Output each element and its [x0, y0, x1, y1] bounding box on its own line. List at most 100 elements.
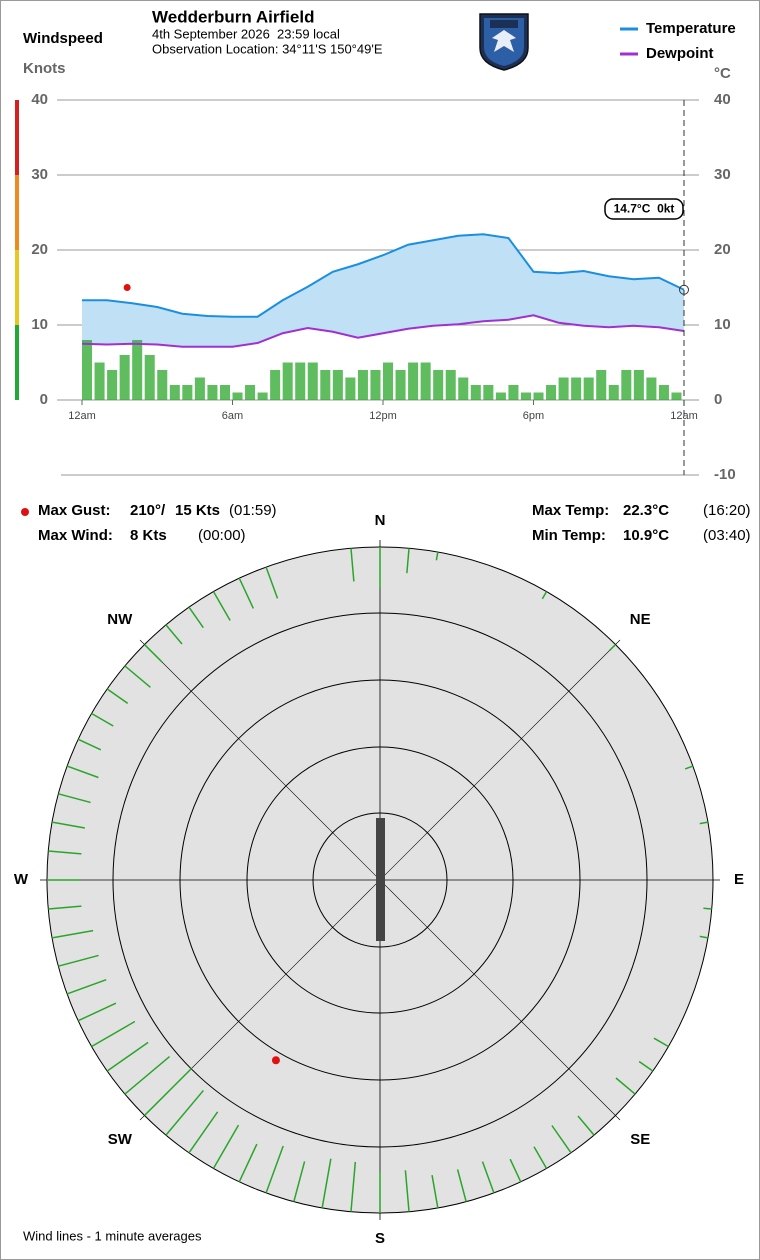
- y2-tick-label: 10: [714, 316, 731, 333]
- wind-line: [106, 1041, 149, 1072]
- wind-bar: [332, 370, 343, 400]
- wind-line: [577, 1115, 595, 1136]
- wind-bar: [295, 362, 306, 400]
- wind-line: [58, 793, 91, 804]
- wind-line: [48, 905, 82, 910]
- wind-line: [609, 644, 616, 651]
- logo: [479, 13, 529, 71]
- wind-bar: [132, 340, 143, 400]
- wind-line: [51, 929, 94, 939]
- compass-label: W: [14, 871, 29, 888]
- wind-line: [265, 1145, 284, 1194]
- wind-line: [703, 907, 712, 910]
- wind-line: [66, 978, 107, 995]
- compass-label: NE: [630, 611, 651, 628]
- wind-bar: [408, 362, 419, 400]
- wind-bar: [370, 370, 381, 400]
- wind-bar: [107, 370, 118, 400]
- wind-bar: [345, 377, 356, 400]
- wind-bar: [583, 377, 594, 400]
- stat-value: 8 Kts: [130, 527, 167, 544]
- compass-label: S: [375, 1230, 385, 1247]
- wind-line: [188, 1111, 219, 1154]
- wind-line: [48, 850, 82, 855]
- wind-line: [238, 1143, 258, 1183]
- wind-bar: [232, 392, 243, 400]
- wind-bar: [383, 362, 394, 400]
- stat-value: 22.3°C: [623, 502, 669, 519]
- wind-bar: [533, 392, 544, 400]
- stats: Max Gust: 210°/ 15 Kts (01:59) Max Wind:…: [21, 502, 751, 544]
- wind-line: [91, 1020, 136, 1048]
- wind-bar: [282, 362, 293, 400]
- y-tick-label: 40: [31, 91, 48, 108]
- wind-line: [66, 765, 99, 779]
- stat-time: (16:20): [703, 502, 751, 519]
- stat-time: (03:40): [703, 527, 751, 544]
- x-tick-label: 6pm: [523, 410, 544, 422]
- wind-line: [684, 765, 694, 770]
- compass-label: NW: [107, 611, 133, 628]
- wind-bar: [445, 370, 456, 400]
- wind-bar: [483, 385, 494, 400]
- wind-bar: [621, 370, 632, 400]
- gust-icon: [21, 508, 29, 516]
- wind-bar: [219, 385, 230, 400]
- wind-line: [212, 591, 231, 621]
- y2-tick-label: 40: [714, 91, 731, 108]
- wind-bar: [169, 385, 180, 400]
- x-tick-label: 6am: [222, 410, 243, 422]
- y-label: Windspeed: [23, 30, 103, 47]
- wind-line: [321, 1158, 332, 1209]
- wind-bar: [357, 370, 368, 400]
- wind-scale-bar: [15, 100, 19, 400]
- wind-bar: [546, 385, 557, 400]
- wind-bar: [157, 370, 168, 400]
- wind-bar: [571, 377, 582, 400]
- wind-bar: [94, 362, 105, 400]
- y-tick-label: 0: [40, 391, 48, 408]
- wind-bar: [82, 340, 93, 400]
- wind-line: [350, 1161, 357, 1212]
- wind-line: [124, 665, 151, 688]
- wind-line: [533, 1146, 548, 1169]
- readout-box: [604, 198, 684, 220]
- wind-line: [91, 712, 114, 727]
- wind-bar: [520, 392, 531, 400]
- wind-line: [541, 591, 548, 600]
- series-line: [82, 233, 685, 318]
- stat-value: 210°/: [130, 502, 166, 519]
- wind-bar: [558, 377, 569, 400]
- gust-dot: [271, 1056, 280, 1065]
- compass-label: SW: [108, 1131, 133, 1148]
- wind-bar: [194, 377, 205, 400]
- wind-line: [551, 1125, 572, 1154]
- wind-bar: [320, 370, 331, 400]
- wind-line: [58, 954, 99, 967]
- wind-line: [77, 738, 102, 751]
- y-tick-label: 20: [31, 241, 48, 258]
- wind-bar: [458, 377, 469, 400]
- wind-line: [265, 566, 279, 599]
- wind-line: [144, 1067, 193, 1116]
- readout: 14.7°C 0kt: [614, 202, 675, 216]
- wind-line: [77, 1002, 117, 1022]
- wind-line: [509, 1158, 522, 1183]
- wind-bar: [495, 392, 506, 400]
- wind-bar: [433, 370, 444, 400]
- y2-tick-label: -10: [714, 466, 736, 483]
- now-marker: [679, 284, 689, 295]
- stat-label: Min Temp:: [532, 527, 606, 544]
- compass-label: SE: [630, 1131, 650, 1148]
- wind-bar: [119, 355, 130, 400]
- wind-bar: [596, 370, 607, 400]
- wind-bar: [470, 385, 481, 400]
- wind-bar: [508, 385, 519, 400]
- title: Wedderburn Airfield: [152, 7, 314, 26]
- wind-line: [481, 1161, 495, 1194]
- wind-line: [431, 1175, 439, 1209]
- stat-value: 10.9°C: [623, 527, 669, 544]
- subtitle: 4th September 2026 23:59 local: [152, 26, 340, 41]
- wind-line: [404, 1170, 410, 1212]
- temp-area: [82, 234, 684, 347]
